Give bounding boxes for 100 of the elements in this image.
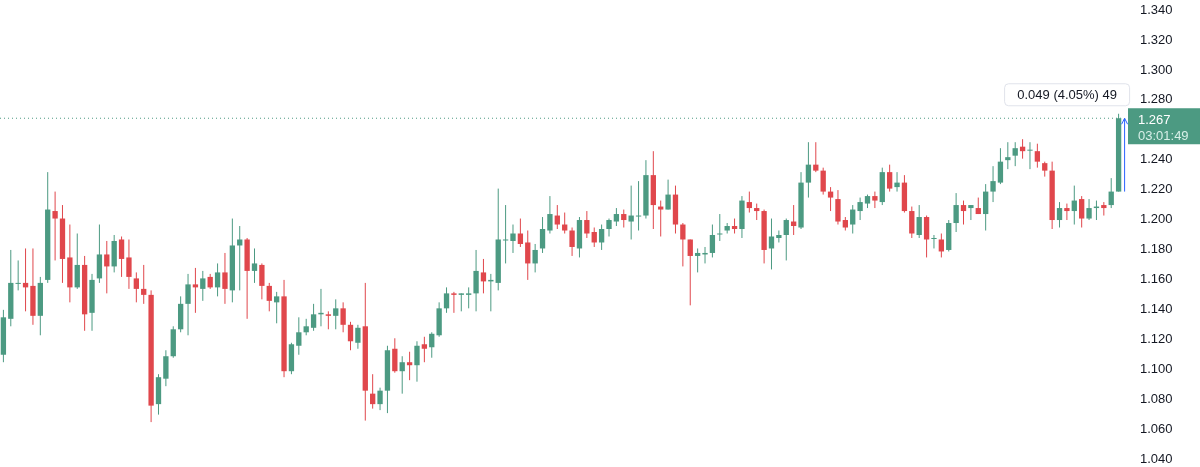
candlestick [429,331,435,359]
candlestick [377,387,383,411]
candlestick [200,270,206,302]
candlestick [355,324,361,350]
text: 03:01:49 [1138,127,1189,143]
candlestick [163,349,169,387]
candlestick [569,227,575,257]
candlestick [813,141,819,173]
candlestick [525,230,531,281]
candlestick [510,224,516,254]
candlestick [52,191,58,261]
candlestick [628,185,634,240]
candlestick [658,200,664,237]
y-tick-label: 1.340 [1140,1,1173,17]
candlestick [96,224,103,284]
candlestick [776,230,782,243]
candlestick [1108,177,1114,209]
candlestick [931,234,937,249]
candlestick [857,197,863,221]
y-tick-label: 1.240 [1140,151,1173,167]
candlestick [414,340,420,383]
candlestick [133,271,139,303]
candlestick [960,200,967,226]
candlestick [665,179,671,211]
y-tick-label: 1.220 [1140,181,1173,197]
candlestick [562,212,568,234]
candlestick [274,291,280,324]
candlestick [214,262,221,297]
candlestick [1086,198,1092,221]
candlestick [916,204,922,239]
candlestick [1012,141,1018,167]
candlestick [406,351,413,381]
candlestick [894,171,900,193]
candlestick [768,218,775,270]
candlestick [141,264,147,305]
candlestick [953,192,959,233]
y-tick-label: 1.100 [1140,360,1173,376]
y-tick-label: 1.320 [1140,31,1173,47]
candlestick [237,225,243,291]
ref-line-label: 1.267 [1138,111,1171,127]
candlestick [118,235,125,278]
candlestick [251,247,258,284]
candlestick [1005,141,1011,170]
candlestick [266,282,272,312]
candlestick [923,215,930,258]
candlestick [259,262,265,300]
y-tick-label: 1.180 [1140,241,1173,257]
candlestick [347,321,354,351]
candlestick [74,233,80,290]
candlestick [717,213,723,242]
y-tick-label: 1.140 [1140,301,1173,316]
candlestick [584,210,590,239]
candlestick [872,191,878,209]
candlestick [990,165,996,203]
candlestick [466,286,472,309]
candlestick [296,316,302,356]
candlestick [333,298,339,330]
candlestick [850,204,856,234]
candlestick [746,191,752,214]
candlestick [680,222,686,267]
candlestick [399,355,405,395]
candlestick [15,259,21,291]
candlestick [827,186,834,212]
y-tick-label: 1.060 [1140,420,1173,436]
y-tick-label: 1.200 [1140,211,1173,227]
candlestick [886,164,893,193]
candlestick [938,233,945,258]
candlestick [997,147,1004,185]
candlestick [421,336,428,363]
candlestick [805,141,812,199]
candlestick [554,204,560,230]
candlestick [909,206,915,239]
candlestick [1027,141,1033,170]
candlestick [539,216,546,254]
candlestick [820,167,826,196]
y-tick-label: 1.280 [1140,91,1173,107]
candlestick [1079,195,1085,229]
candlestick [635,180,642,232]
candlestick [532,243,538,273]
candlestick [709,224,716,258]
candlestick [473,249,479,312]
candlestick [547,195,553,234]
candlestick [502,204,509,264]
candlestick [983,183,989,232]
candlestick [185,273,191,336]
candlestick [451,291,457,314]
candlestick [392,337,398,374]
candlestick [192,267,199,314]
candlestick [126,238,132,290]
candlestick [687,238,693,306]
candlestick [694,247,701,273]
annotation: 0.049 (4.05%) 49 [1017,87,1117,103]
y-tick-label: 1.040 [1140,450,1173,466]
candlestick [1034,143,1041,169]
y-tick-label: 1.080 [1140,390,1173,406]
candlestick [1056,201,1063,229]
candlestick [480,258,487,294]
candlestick [310,303,317,332]
candlestick [968,204,974,221]
candlestick [598,224,605,251]
